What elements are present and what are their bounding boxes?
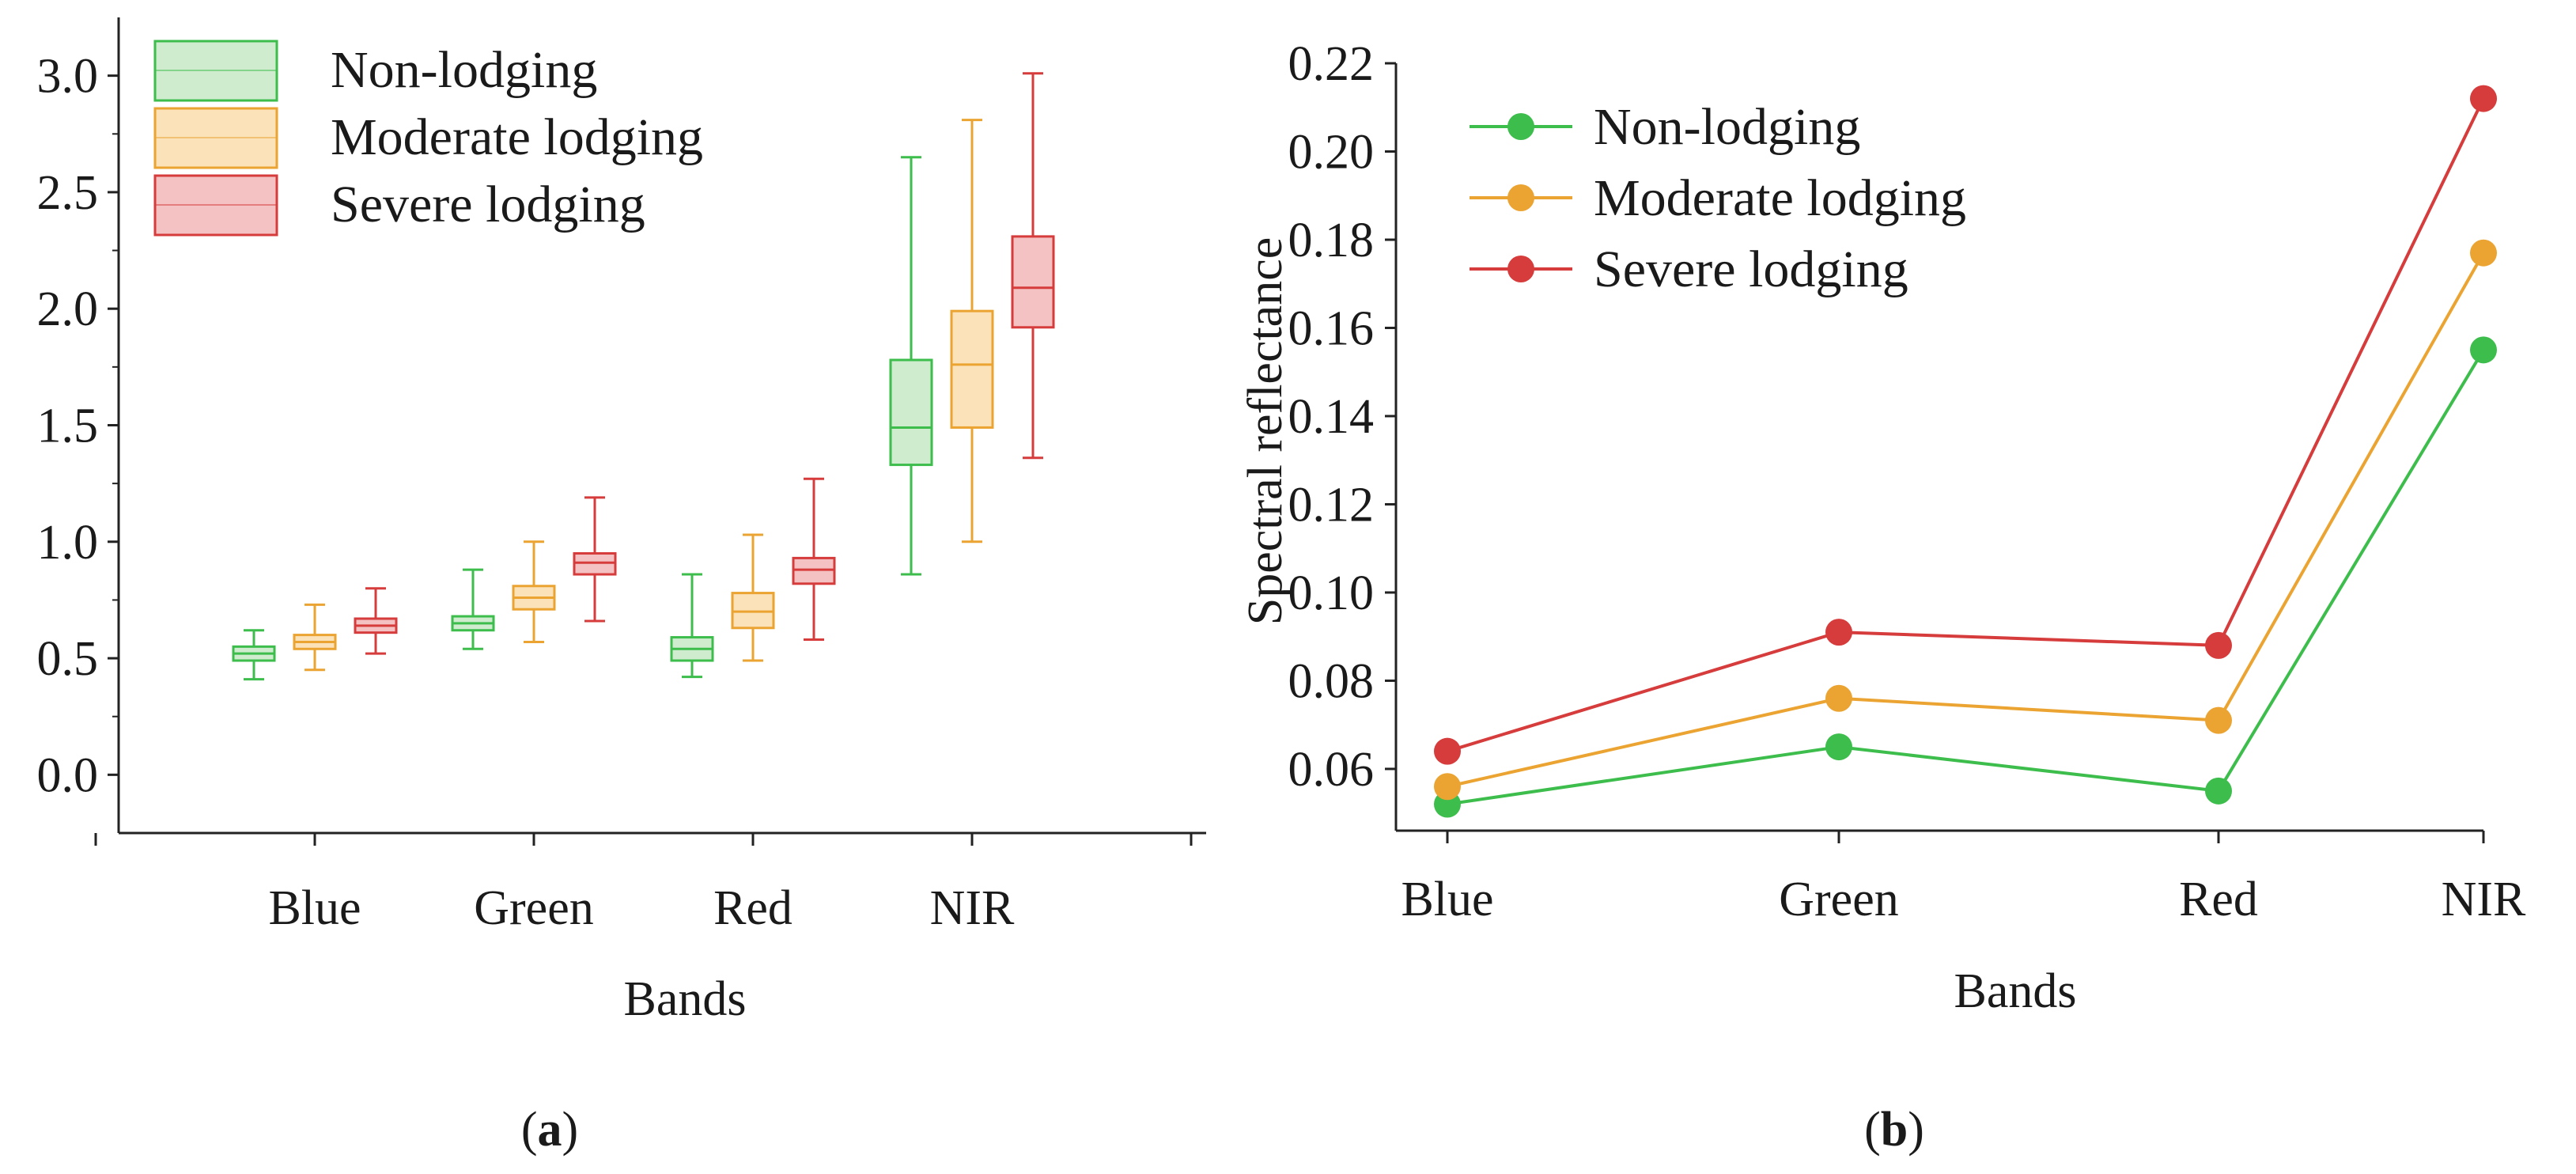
point-non-lodging-red [2205,777,2232,805]
box-non-lodging-red [670,573,714,679]
y-tick-label: 0.12 [1288,478,1375,532]
x-tick-label-blue: Blue [268,881,361,935]
point-severe-lodging-green [1825,619,1852,646]
box-moderate-lodging-green [512,540,556,643]
panel-b-y-ticks: 0.06 0.08 0.10 0.12 0.14 0.16 0.18 0.20 0.22 [1288,37,1396,797]
point-moderate-lodging-blue [1434,773,1461,801]
box-iqr [1011,235,1055,329]
y-tick-label: 2.5 [37,166,99,220]
legend-marker-severe-lodging [1507,256,1534,282]
y-tick-label: 0.16 [1288,301,1375,355]
x-tick-label-nir: NIR [2442,873,2526,926]
panel-a-label: (a) [521,1103,578,1157]
box-non-lodging-green [451,568,495,650]
x-tick-label-green: Green [1779,873,1898,926]
y-tick-label: 0.14 [1288,390,1375,444]
point-severe-lodging-blue [1434,737,1461,765]
panel-a-boxes [232,72,1055,681]
y-tick-label: 0.0 [37,748,99,802]
panel-b-x-axis-title: Bands [1954,964,2077,1018]
y-tick-label: 0.5 [37,632,99,686]
y-tick-label: 1.0 [37,516,99,570]
x-tick-label-green: Green [474,881,593,935]
x-tick-label-blue: Blue [1401,873,1493,926]
box-severe-lodging-green [573,496,617,623]
legend-label-non-lodging: Non-lodging [1594,98,1860,156]
box-moderate-lodging-nir [950,119,994,543]
box-non-lodging-nir [889,156,933,576]
box-iqr [889,358,933,467]
panel-b-y-axis-title: Spectral reflectance [1239,237,1292,626]
legend-label-severe-lodging: Severe lodging [1594,240,1908,298]
panel-a-legend: Non-lodging Moderate lodging Severe lodgin… [153,40,703,237]
box-moderate-lodging-red [731,533,775,662]
x-tick-label-red: Red [2179,873,2258,926]
panel-b-label: (b) [1864,1103,1924,1157]
x-tick-label-nir: NIR [930,881,1015,935]
legend-marker-non-lodging [1507,113,1534,140]
y-tick-label: 0.20 [1288,125,1375,179]
panel-b-label-letter: b [1881,1103,1908,1157]
box-iqr [950,309,994,429]
point-non-lodging-green [1825,733,1852,761]
panel-a-boxplot: 0.0 0.5 1.0 1.5 2.0 2.5 3.0 Blue Green Red NIR Ba… [37,17,1206,1157]
panel-a-x-ticks: Blue Green Red NIR [94,833,1193,935]
point-severe-lodging-nir [2470,85,2497,112]
series-line-moderate-lodging [1447,252,2485,789]
legend-label-moderate-lodging: Moderate lodging [331,108,703,166]
box-severe-lodging-red [792,477,836,642]
y-tick-label: 2.0 [37,282,99,336]
panel-a-x-axis-title: Bands [624,972,747,1026]
y-tick-label: 0.08 [1288,654,1375,708]
legend-marker-moderate-lodging [1507,184,1534,211]
panel-a-y-ticks: 0.0 0.5 1.0 1.5 2.0 2.5 3.0 [37,50,119,802]
legend-label-severe-lodging: Severe lodging [331,176,645,233]
panel-b-series [1434,85,2497,818]
y-tick-label: 1.5 [37,400,99,453]
series-line-severe-lodging [1447,97,2485,753]
panel-b-x-ticks: Blue Green Red NIR [1401,831,2526,926]
y-tick-label: 0.18 [1288,214,1375,267]
panel-b-label-suffix: ) [1908,1103,1924,1157]
point-non-lodging-nir [2470,336,2497,364]
y-tick-label: 0.06 [1288,743,1375,797]
panel-b-label-prefix: ( [1864,1103,1881,1157]
box-severe-lodging-blue [354,587,398,655]
panel-a-label-suffix: ) [562,1103,579,1157]
panel-b-legend: Non-lodging Moderate lodging Severe lodgin… [1470,98,1966,298]
point-moderate-lodging-nir [2470,239,2497,267]
panel-a-label-prefix: ( [521,1103,538,1157]
x-tick-label-red: Red [713,881,792,935]
point-moderate-lodging-red [2205,706,2232,734]
box-non-lodging-blue [232,629,276,681]
panel-b-linechart: 0.06 0.08 0.10 0.12 0.14 0.16 0.18 0.20 0.22 Blu… [1239,37,2526,1157]
y-tick-label: 3.0 [37,50,99,104]
series-line-non-lodging [1447,349,2485,806]
point-moderate-lodging-green [1825,684,1852,712]
box-moderate-lodging-blue [293,603,337,672]
y-tick-label: 0.10 [1288,566,1375,620]
point-severe-lodging-red [2205,631,2232,659]
legend-label-non-lodging: Non-lodging [331,41,597,99]
panel-a-label-letter: a [538,1103,562,1157]
box-severe-lodging-nir [1011,72,1055,460]
y-tick-label: 0.22 [1288,37,1375,91]
legend-label-moderate-lodging: Moderate lodging [1594,169,1966,227]
